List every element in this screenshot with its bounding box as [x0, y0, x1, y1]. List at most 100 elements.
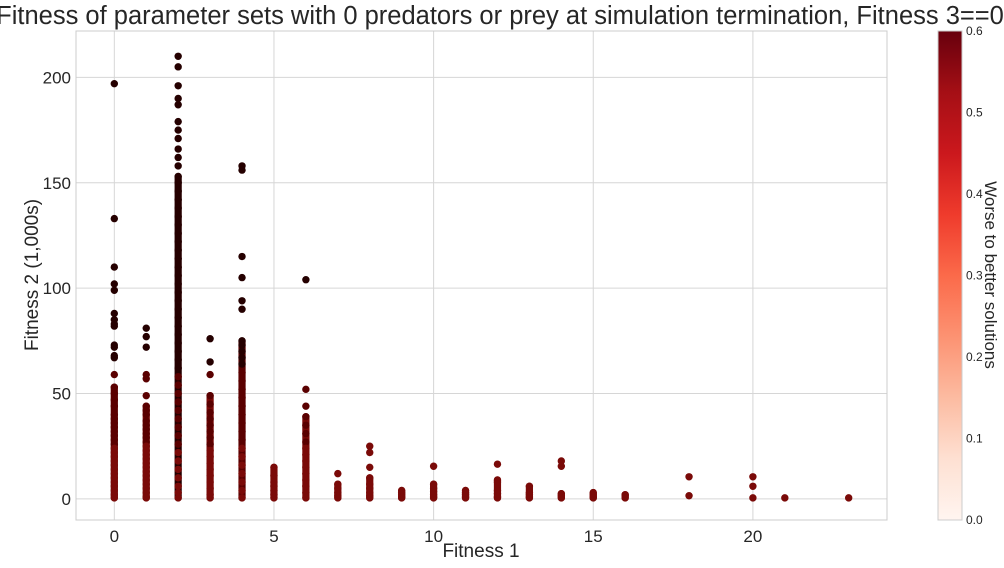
- data-point: [302, 413, 310, 421]
- data-point: [302, 402, 310, 410]
- data-point: [110, 383, 119, 391]
- data-point: [174, 238, 182, 246]
- data-point: [174, 153, 182, 162]
- data-point: [238, 478, 246, 486]
- data-point: [174, 431, 182, 440]
- data-point: [302, 463, 310, 472]
- data-point: [685, 473, 693, 481]
- data-point: [238, 444, 246, 453]
- x-tick-label: 0: [110, 527, 119, 546]
- y-tick-label: 150: [43, 174, 71, 193]
- data-point: [174, 356, 182, 364]
- data-point: [238, 385, 246, 394]
- data-point: [174, 254, 182, 263]
- data-point: [238, 354, 246, 362]
- data-point: [781, 494, 789, 502]
- data-point: [206, 358, 214, 366]
- data-point: [174, 179, 182, 187]
- data-point: [142, 324, 150, 332]
- data-point: [302, 457, 310, 465]
- data-point: [238, 377, 246, 385]
- data-point: [206, 421, 214, 429]
- data-point: [110, 214, 119, 223]
- data-point: [238, 410, 246, 419]
- data-point: [174, 297, 182, 305]
- data-point: [429, 494, 438, 502]
- data-point: [174, 212, 182, 221]
- colorbar-tick-label: 0.1: [966, 432, 983, 446]
- data-point: [142, 375, 150, 383]
- data-point: [238, 305, 246, 313]
- data-point: [525, 494, 534, 502]
- data-point: [749, 482, 757, 490]
- data-point: [174, 339, 182, 347]
- data-point: [238, 394, 246, 402]
- data-point: [174, 389, 182, 398]
- data-point: [206, 494, 214, 502]
- data-point: [749, 473, 757, 481]
- data-point: [238, 402, 246, 410]
- y-axis-ticks: 0 50 100 150 200: [43, 68, 71, 509]
- data-point: [206, 440, 214, 448]
- data-point: [270, 494, 278, 502]
- data-point: [174, 482, 182, 490]
- colorbar-tick-label: 0.5: [966, 106, 983, 120]
- data-point: [174, 415, 182, 423]
- data-point: [302, 385, 310, 394]
- data-point: [749, 494, 757, 502]
- data-point: [270, 463, 278, 472]
- x-tick-label: 20: [743, 527, 762, 546]
- data-point: [174, 364, 182, 372]
- colorbar-tick-label: 0.6: [966, 24, 983, 38]
- data-point: [206, 408, 214, 417]
- data-point: [174, 381, 182, 389]
- data-point: [238, 486, 246, 495]
- data-point: [238, 453, 246, 461]
- y-tick-label: 200: [43, 68, 71, 87]
- data-point: [174, 145, 182, 153]
- data-point: [270, 472, 278, 480]
- plot-area-frame: [75, 30, 888, 521]
- colorbar-tick-label: 0.4: [966, 187, 983, 201]
- data-point: [238, 341, 246, 349]
- data-point: [174, 398, 182, 406]
- data-point: [110, 309, 119, 318]
- data-point: [174, 187, 182, 195]
- data-point: [110, 280, 119, 288]
- data-point: [238, 461, 246, 469]
- data-point: [174, 94, 182, 103]
- data-point: [206, 472, 214, 480]
- data-point: [206, 484, 214, 493]
- data-point: [334, 494, 342, 502]
- data-point: [174, 440, 182, 448]
- x-tick-label: 15: [584, 527, 603, 546]
- data-point: [302, 438, 310, 446]
- data-point: [366, 494, 374, 502]
- data-point: [302, 482, 310, 490]
- data-point: [174, 82, 182, 90]
- data-point: [238, 419, 246, 427]
- data-point: [174, 246, 182, 254]
- data-point: [174, 313, 182, 322]
- colorbar-ticks: 0.0 0.1 0.2 0.3 0.4 0.5 0.6: [966, 24, 983, 527]
- data-point: [174, 162, 182, 170]
- data-point: [238, 436, 246, 444]
- data-point: [238, 368, 246, 377]
- data-point: [110, 322, 119, 330]
- data-point: [174, 195, 182, 204]
- data-point: [302, 469, 310, 478]
- data-point: [302, 421, 310, 429]
- data-point: [142, 410, 150, 419]
- data-point: [174, 488, 182, 497]
- data-point: [206, 478, 214, 486]
- colorbar: [938, 31, 962, 520]
- x-axis-ticks: 0 5 10 15 20: [110, 527, 763, 546]
- data-point: [206, 391, 214, 400]
- data-point: [174, 305, 182, 313]
- data-point: [302, 488, 310, 497]
- scatter-points: [110, 52, 853, 502]
- data-point: [525, 482, 534, 490]
- data-point: [174, 347, 182, 356]
- data-point: [110, 494, 119, 502]
- data-point: [238, 273, 246, 282]
